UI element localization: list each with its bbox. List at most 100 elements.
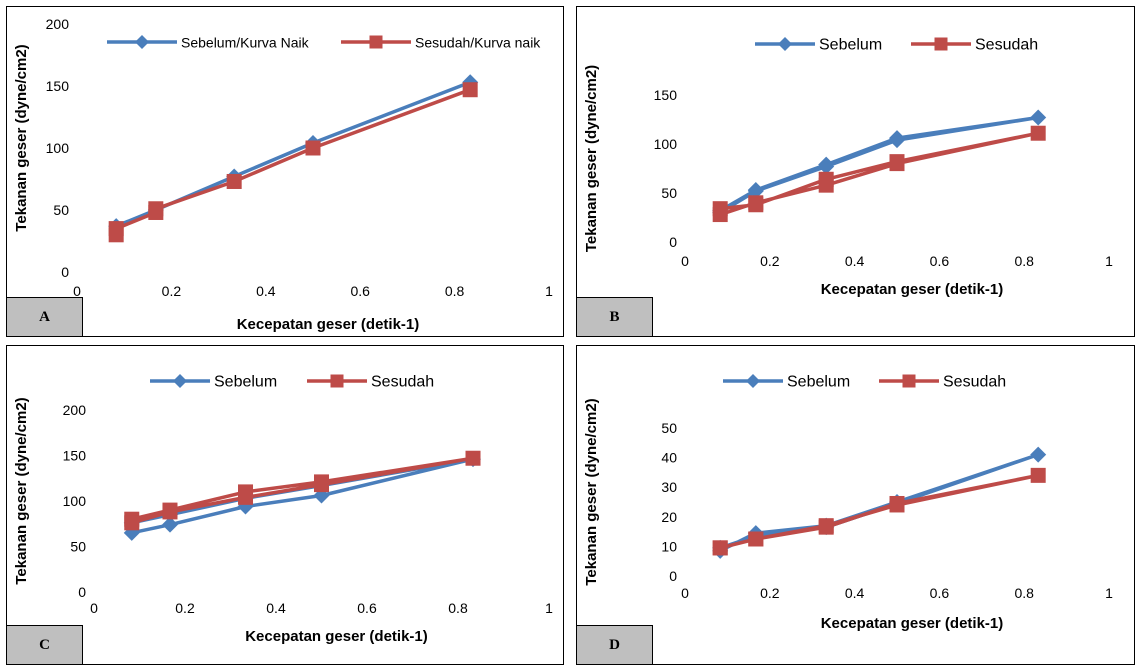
chart-b-legend-marker xyxy=(934,37,948,51)
chart-a-series-line-sesudah xyxy=(114,87,472,237)
chart-a-point-sesudah xyxy=(462,82,478,98)
chart-b-legend-marker xyxy=(778,37,792,51)
chart-d-x-axis-title: Kecepatan geser (detik-1) xyxy=(821,615,1004,632)
chart-c-ytick-label: 200 xyxy=(63,402,87,418)
chart-b-svg: 0 50 100 150 0 0.2 0.4 0.6 0.8 1 Kecepatan geser (… xyxy=(583,37,1113,299)
chart-b-xtick-label: 0.6 xyxy=(930,253,950,269)
chart-c-ytick-label: 50 xyxy=(70,539,86,555)
chart-d-ytick-label: 20 xyxy=(661,509,677,525)
chart-a-y-axis-title: Tekanan geser (dyne/cm2) xyxy=(13,44,30,231)
chart-b-point-sesudah xyxy=(818,171,834,187)
chart-b-xtick-label: 0 xyxy=(681,253,689,269)
chart-d-point-sesudah xyxy=(889,495,905,511)
chart-c-x-axis-title: Kecepatan geser (detik-1) xyxy=(245,628,428,645)
chart-d-point-sesudah xyxy=(1030,467,1046,483)
chart-d-xtick-label: 0.6 xyxy=(930,585,950,601)
chart-panel-b: 0 50 100 150 0 0.2 0.4 0.6 0.8 1 Kecepatan geser (… xyxy=(576,6,1135,337)
chart-b-point-sesudah xyxy=(712,201,728,217)
chart-panel-a: 0 50 100 150 200 0 0.2 0.4 0.6 0.8 1 Kecepatan gese… xyxy=(6,6,564,337)
chart-d-series-line-sesudah xyxy=(718,473,1040,550)
chart-d-ytick-label: 40 xyxy=(661,450,677,466)
chart-b-xtick-label: 1 xyxy=(1105,253,1113,269)
chart-a-xtick-label: 0.6 xyxy=(350,283,370,299)
chart-a-point-sesudah xyxy=(148,201,164,217)
chart-b-point-sebelum xyxy=(818,158,835,175)
chart-b-ytick-label: 0 xyxy=(669,234,677,250)
chart-c-xtick-label: 0.8 xyxy=(448,600,468,616)
chart-a-svg: 0 50 100 150 200 0 0.2 0.4 0.6 0.8 1 Kecepatan gese… xyxy=(13,16,553,333)
chart-a-xtick-label: 0.8 xyxy=(445,283,465,299)
chart-d-svg: 0 10 20 30 40 50 0 0.2 0.4 0.6 0.8 1 Kecepatan geser… xyxy=(583,374,1113,633)
chart-a-ytick-label: 0 xyxy=(61,264,69,280)
chart-d-xtick-label: 1 xyxy=(1105,585,1113,601)
chart-d-ytick-label: 10 xyxy=(661,538,677,554)
chart-d-y-axis-title: Tekanan geser (dyne/cm2) xyxy=(583,398,600,585)
chart-d-point-sesudah xyxy=(818,519,834,535)
chart-b-ytick-label: 50 xyxy=(661,185,677,201)
chart-d-legend-label: Sebelum xyxy=(787,374,850,391)
chart-a-ytick-label: 150 xyxy=(46,78,70,94)
chart-c-xtick-label: 0.2 xyxy=(175,600,195,616)
chart-d-ytick-label: 50 xyxy=(661,420,677,436)
chart-c-ytick-label: 0 xyxy=(78,584,86,600)
chart-d-legend-label: Sesudah xyxy=(943,374,1006,391)
panel-label-b: B xyxy=(577,297,653,336)
chart-panel-d: 0 10 20 30 40 50 0 0.2 0.4 0.6 0.8 1 Kecepatan geser… xyxy=(576,345,1135,665)
chart-d-point-sebelum xyxy=(1030,446,1047,463)
chart-b-xtick-label: 0.4 xyxy=(845,253,865,269)
chart-c-legend-marker xyxy=(330,374,344,388)
chart-a-ytick-label: 50 xyxy=(53,202,69,218)
chart-a-xtick-label: 0 xyxy=(73,283,81,299)
chart-d-point-sesudah xyxy=(712,540,728,556)
chart-c-y-axis-title: Tekanan geser (dyne/cm2) xyxy=(13,397,30,584)
chart-panel-c: 0 50 100 150 200 0 0.2 0.4 0.6 0.8 1 Kecepatan gese… xyxy=(6,345,564,665)
chart-c-point-sesudah xyxy=(162,504,178,520)
chart-c-point-sesudah xyxy=(465,450,481,466)
chart-b-legend-label: Sesudah xyxy=(975,37,1038,54)
chart-b-y-axis-title: Tekanan geser (dyne/cm2) xyxy=(583,65,600,252)
panel-label-d: D xyxy=(577,625,653,664)
chart-a-legend-label: Sebelum/Kurva Naik xyxy=(181,35,310,51)
chart-b-xtick-label: 0.8 xyxy=(1014,253,1034,269)
chart-d-xtick-label: 0 xyxy=(681,585,689,601)
chart-b-ytick-label: 100 xyxy=(654,136,678,152)
chart-a-x-axis-title: Kecepatan geser (detik-1) xyxy=(237,316,420,333)
chart-a-ytick-label: 200 xyxy=(46,16,70,32)
chart-d-point-sesudah xyxy=(748,531,764,547)
chart-b-point-sebelum xyxy=(747,183,764,200)
chart-c-point-sebelum xyxy=(161,516,178,533)
chart-d-legend-marker xyxy=(746,374,760,388)
chart-c-legend-label: Sesudah xyxy=(371,374,434,391)
chart-c-legend-marker xyxy=(173,374,187,388)
chart-b-x-axis-title: Kecepatan geser (detik-1) xyxy=(821,281,1004,298)
chart-a-point-sesudah xyxy=(108,221,124,237)
chart-c-legend-label: Sebelum xyxy=(214,374,277,391)
chart-b-point-sesudah xyxy=(889,154,905,170)
chart-b-legend-label: Sebelum xyxy=(819,37,882,54)
chart-a-xtick-label: 1 xyxy=(545,283,553,299)
chart-c-xtick-label: 0.6 xyxy=(357,600,377,616)
chart-b-point-sesudah xyxy=(748,197,764,213)
chart-b-ytick-label: 150 xyxy=(654,87,678,103)
chart-d-legend-marker xyxy=(902,374,916,388)
chart-d-xtick-label: 0.4 xyxy=(845,585,865,601)
chart-a-legend-marker xyxy=(135,35,149,49)
chart-c-ytick-label: 150 xyxy=(63,448,87,464)
chart-d-ytick-label: 0 xyxy=(669,568,677,584)
chart-c-xtick-label: 1 xyxy=(545,600,553,616)
panel-label-c: C xyxy=(7,625,83,664)
panel-label-a: A xyxy=(7,297,83,336)
chart-b-point-sesudah xyxy=(1030,125,1046,141)
chart-a-legend-marker xyxy=(369,35,383,49)
chart-a-point-sesudah xyxy=(305,140,321,156)
chart-d-xtick-label: 0.8 xyxy=(1014,585,1034,601)
chart-b-point-sebelum xyxy=(1030,109,1047,126)
chart-c-svg: 0 50 100 150 200 0 0.2 0.4 0.6 0.8 1 Kecepatan gese… xyxy=(13,374,553,646)
chart-a-xtick-label: 0.2 xyxy=(162,283,182,299)
chart-c-ytick-label: 100 xyxy=(63,493,87,509)
chart-a-ytick-label: 100 xyxy=(46,140,70,156)
chart-d-xtick-label: 0.2 xyxy=(760,585,780,601)
chart-c-point-sesudah xyxy=(238,489,254,505)
chart-c-point-sesudah xyxy=(124,515,140,531)
